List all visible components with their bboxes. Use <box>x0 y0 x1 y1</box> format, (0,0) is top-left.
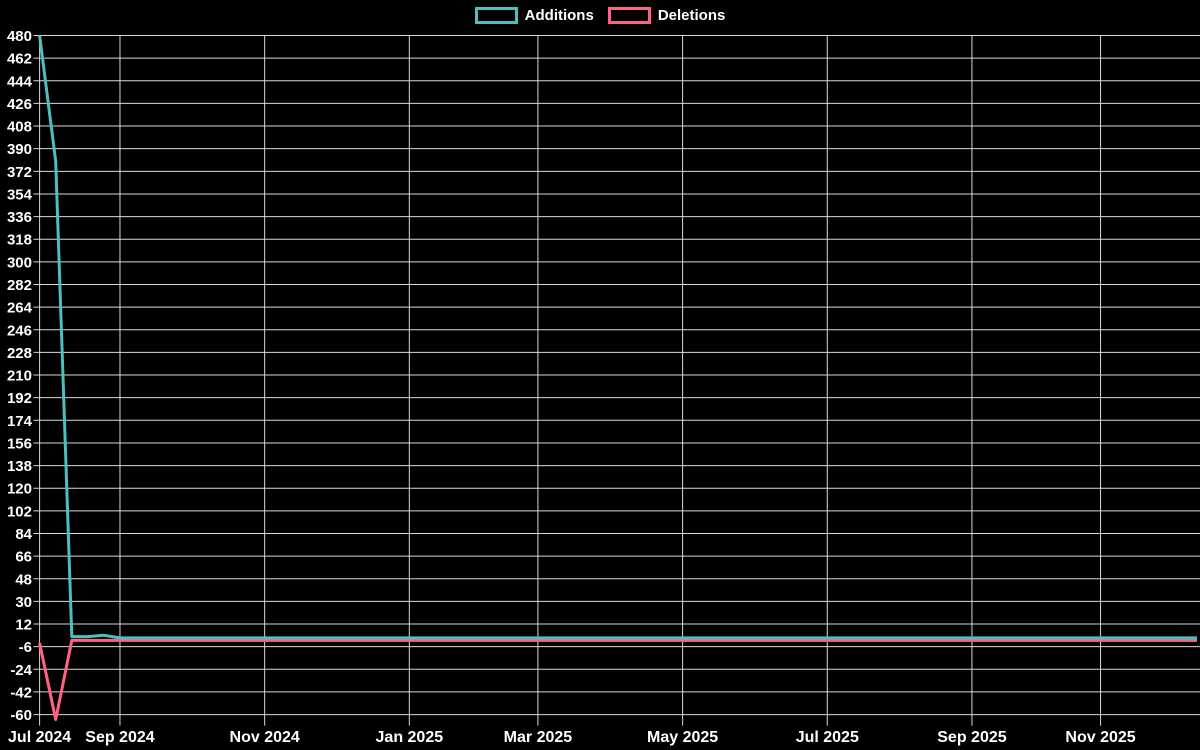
y-axis-tick-label: 30 <box>15 594 32 611</box>
x-axis-tick-label: Jul 2024 <box>8 729 71 746</box>
y-axis-tick-label: 228 <box>7 345 32 362</box>
y-axis-tick-label: 66 <box>15 549 32 566</box>
y-axis-tick-label: 480 <box>7 28 32 45</box>
deletions-swatch-icon <box>607 7 651 24</box>
y-axis-tick-label: 318 <box>7 232 32 249</box>
y-axis-tick-label: 210 <box>7 368 32 385</box>
x-axis-tick-label: Nov 2024 <box>230 729 300 746</box>
y-axis-tick-label: 462 <box>7 51 32 68</box>
y-axis-tick-label: 138 <box>7 458 32 475</box>
x-axis-tick-label: Nov 2025 <box>1065 729 1135 746</box>
chart-legend: Additions Deletions <box>0 7 1200 24</box>
legend-item-additions[interactable]: Additions <box>474 7 594 24</box>
y-axis-tick-label: 12 <box>15 617 32 634</box>
x-axis-tick-label: Sep 2025 <box>937 729 1006 746</box>
y-axis-tick-label: 354 <box>7 186 33 203</box>
y-axis-tick-label: 102 <box>7 503 32 520</box>
y-axis-tick-label: -60 <box>10 707 32 724</box>
additions-legend-label: Additions <box>524 7 594 24</box>
y-axis-tick-label: 336 <box>7 209 32 226</box>
x-axis-tick-label: Mar 2025 <box>504 729 573 746</box>
y-axis-tick-label: 408 <box>7 119 32 136</box>
y-grid: 480 462 444 426 408 390 372 354 336 318 300 282 264 2… <box>7 28 1200 724</box>
y-axis-tick-label: -24 <box>10 662 32 679</box>
y-axis-tick-label: 264 <box>7 300 33 317</box>
y-axis-tick-label: -6 <box>19 639 32 656</box>
x-axis-tick-label: Jan 2025 <box>376 729 444 746</box>
x-axis-tick-label: Jul 2025 <box>796 729 859 746</box>
y-axis-tick-label: 372 <box>7 164 32 181</box>
y-axis-tick-label: 300 <box>7 254 32 271</box>
y-axis-tick-label: 120 <box>7 481 32 498</box>
x-grid: Jul 2024 Sep 2024 Nov 2024 Jan 2025 Mar 2025… <box>8 35 1136 746</box>
x-axis-tick-label: Sep 2024 <box>85 729 154 746</box>
y-axis-tick-label: 390 <box>7 141 32 158</box>
legend-item-deletions[interactable]: Deletions <box>607 7 726 24</box>
y-axis-tick-label: 426 <box>7 96 32 113</box>
y-axis-tick-label: 444 <box>7 73 33 90</box>
y-axis-tick-label: 174 <box>7 413 33 430</box>
series-line-additions <box>38 35 1197 640</box>
deletions-legend-label: Deletions <box>657 7 726 24</box>
y-axis-tick-label: 156 <box>7 435 32 452</box>
y-axis-tick-label: 192 <box>7 390 32 407</box>
x-axis-tick-label: May 2025 <box>647 729 718 746</box>
series-line-deletions <box>38 638 1197 722</box>
additions-swatch-icon <box>474 7 518 24</box>
y-axis-tick-label: 48 <box>15 571 32 588</box>
y-axis-tick-label: -42 <box>10 684 32 701</box>
y-axis-tick-label: 84 <box>15 526 32 543</box>
y-axis-tick-label: 246 <box>7 322 32 339</box>
y-axis-tick-label: 282 <box>7 277 32 294</box>
